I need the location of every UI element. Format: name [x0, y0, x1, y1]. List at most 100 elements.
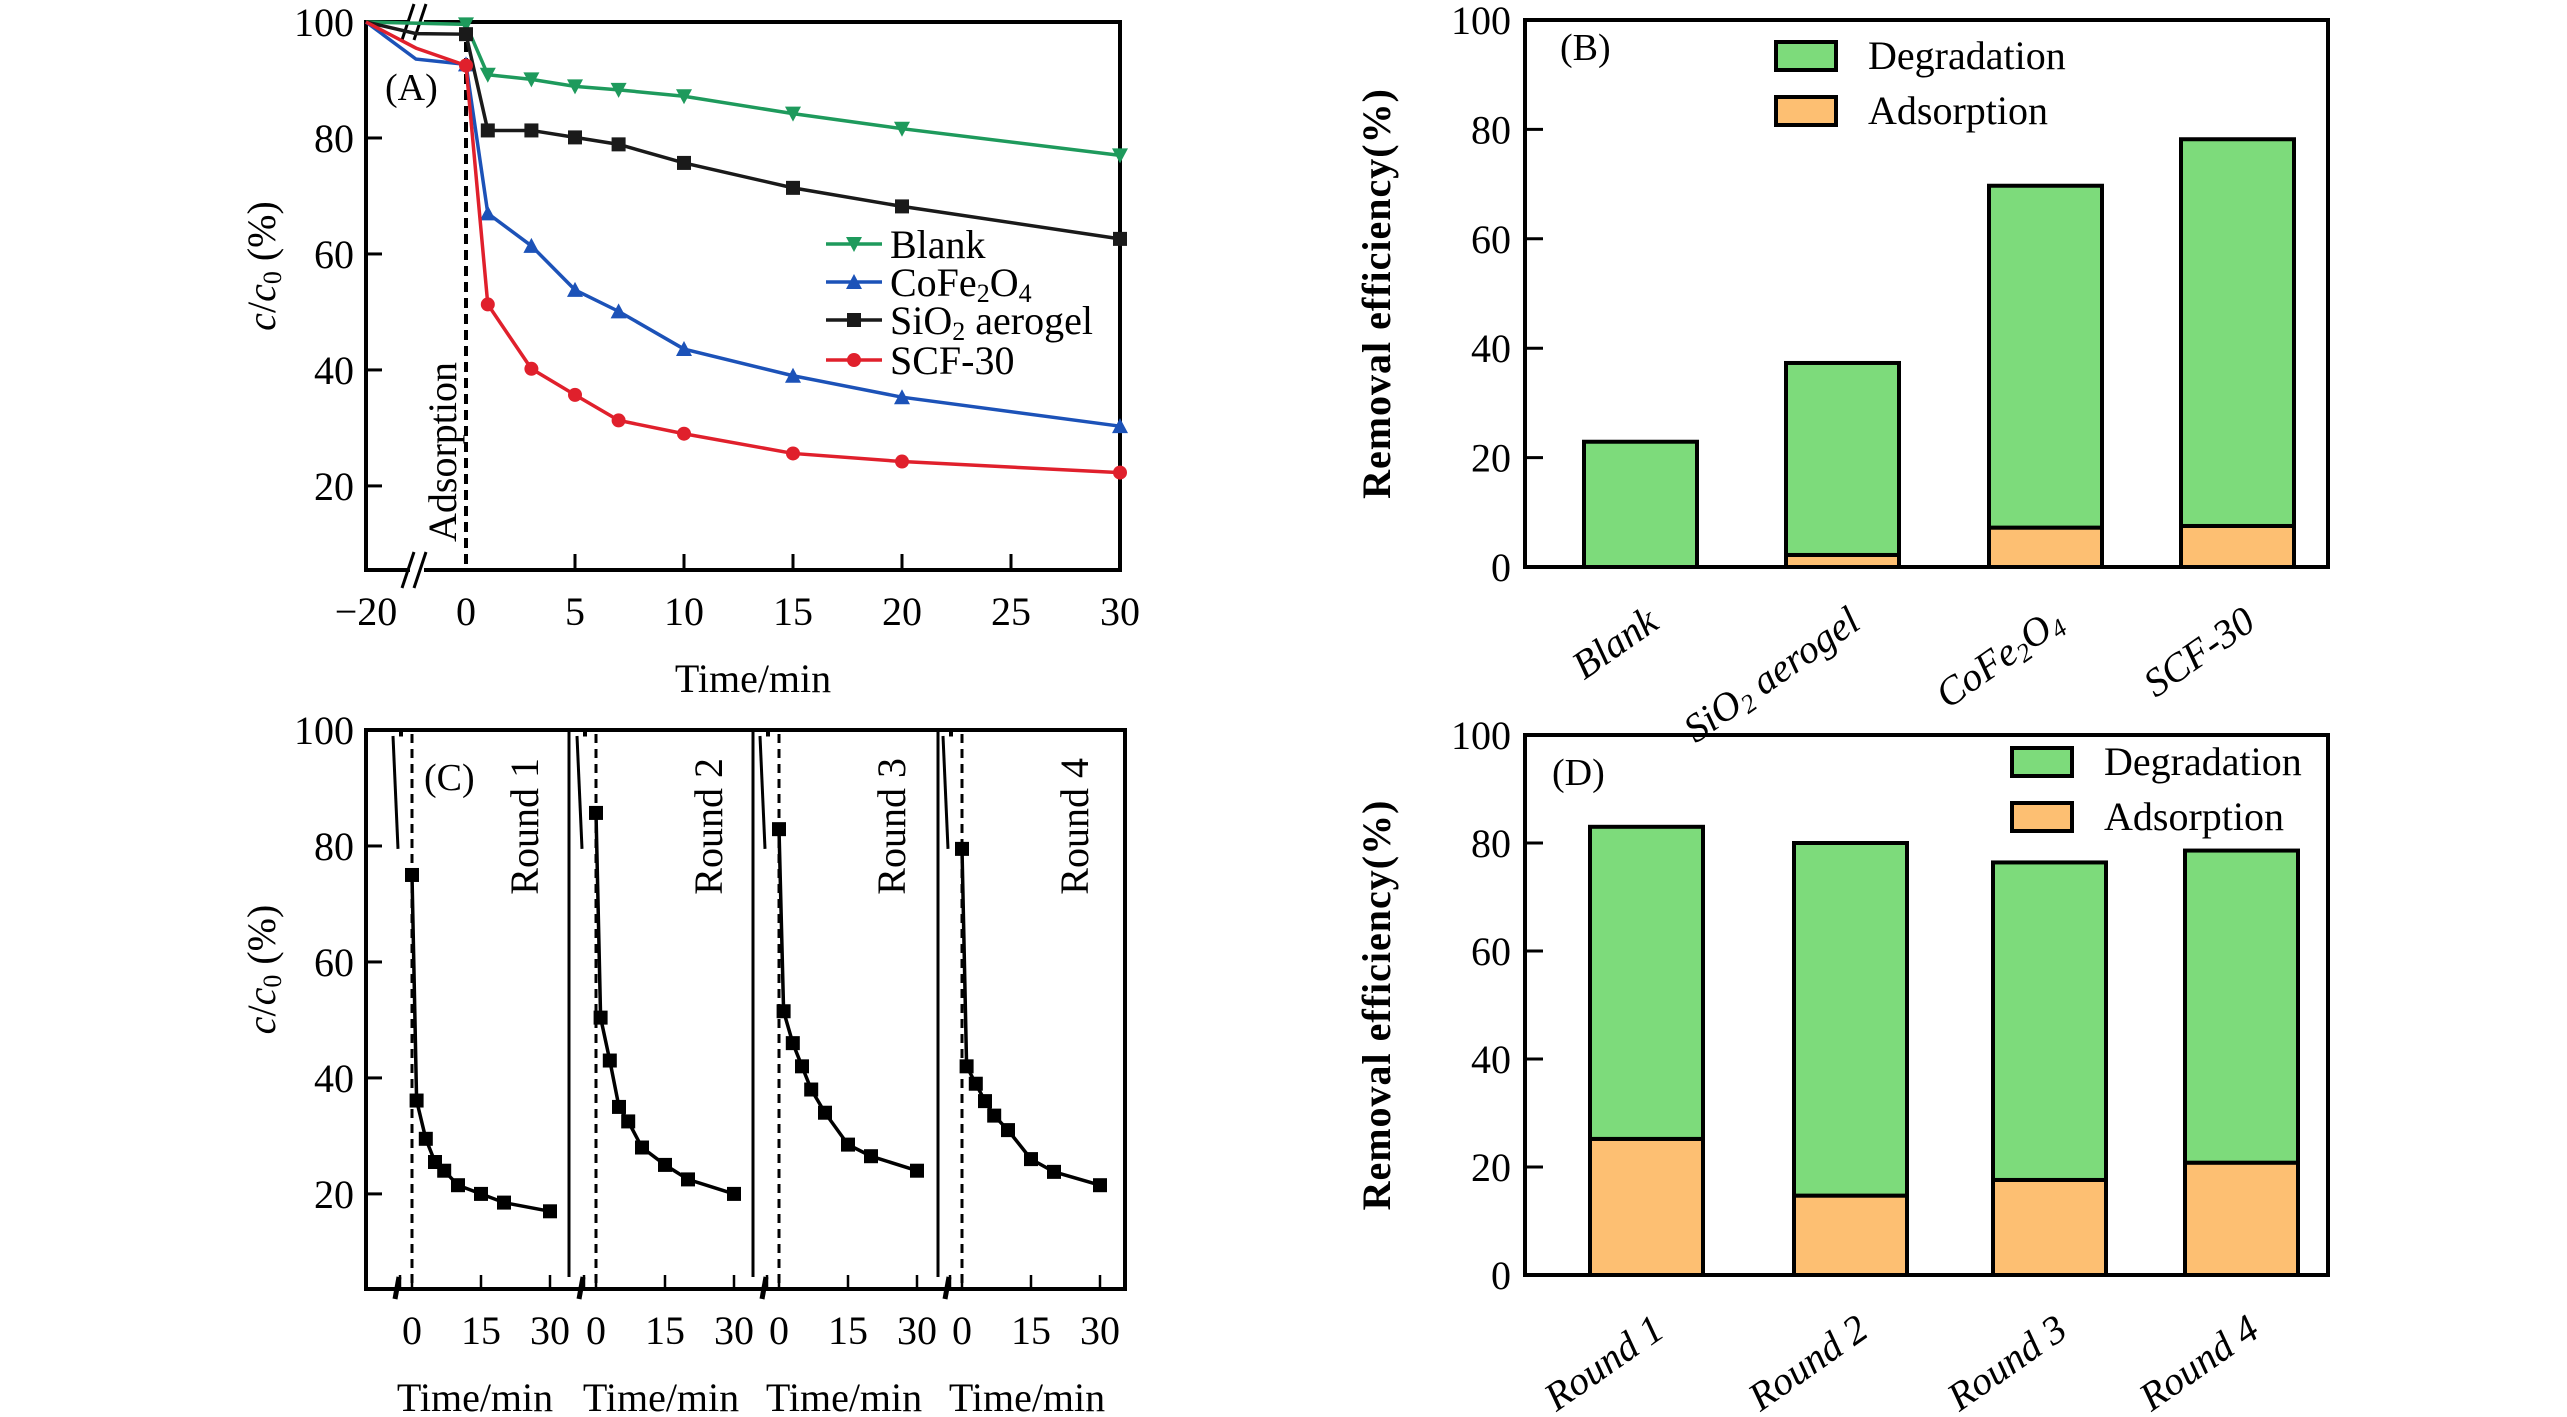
text-part: (%) [239, 905, 284, 975]
legend-label: Degradation [1868, 33, 2066, 78]
text-part: SCF-30 [2135, 598, 2263, 706]
text-part: aerogel [1735, 598, 1868, 710]
adsorption-segment [575, 735, 584, 849]
data-point [959, 1059, 974, 1074]
data-point [818, 1105, 832, 1120]
data-point [677, 426, 691, 441]
legend-label: SiO2 aerogel [890, 298, 1093, 346]
y-tick-label: 0 [1491, 545, 1511, 590]
legend-label: Blank [890, 222, 986, 267]
bar-adsorption [2183, 1160, 2300, 1278]
y-tick-label: 40 [1471, 326, 1511, 371]
y-tick-label: 100 [1451, 0, 1511, 43]
legend-swatch [2010, 746, 2074, 778]
round-4: 0 15 30 Round 4 Time/min [941, 731, 1120, 1417]
x-tick-label: 15 [773, 589, 813, 634]
data-point [1047, 1164, 1061, 1179]
text-part: Round 4 [2130, 1306, 2267, 1417]
text-part: Round 1 [1535, 1306, 1672, 1417]
text-part: c [239, 313, 284, 331]
y-axis-title: Removal efficiency(%) [1354, 800, 1399, 1211]
data-point [955, 841, 969, 856]
data-point [804, 1082, 819, 1097]
legend-marker [846, 274, 862, 289]
x-tick-label: 5 [565, 589, 585, 634]
data-point [785, 1036, 800, 1051]
text-part: Blank [1563, 597, 1666, 688]
adsorption-segment [941, 735, 950, 849]
x-tick-label: 0 [952, 1308, 972, 1353]
y-tick-label: 60 [314, 232, 354, 277]
data-point [610, 82, 627, 98]
panel-d: 0 20 40 60 80 100 Round 1 Round 2 Round 3 Round 4… [1354, 713, 2330, 1417]
x-tick-label: 30 [1080, 1308, 1120, 1353]
data-point [1001, 1123, 1015, 1138]
data-point [480, 297, 495, 312]
data-point [895, 454, 909, 469]
adsorption-segment [758, 735, 767, 849]
y-tick-label: 60 [314, 940, 354, 985]
panel-label: (A) [385, 67, 438, 109]
data-point [676, 89, 692, 105]
plot-frame [364, 728, 1127, 1291]
x-axis-title: Time/min [949, 1375, 1105, 1417]
legend-item: Degradation [1774, 33, 2066, 78]
text-part: CoFe [890, 260, 977, 305]
round-3: 0 15 30 Round 3 Time/min [758, 731, 937, 1417]
text-part: (%) [239, 201, 284, 271]
data-point [459, 58, 473, 73]
bar-degradation [2183, 848, 2300, 1165]
data-point [437, 1163, 452, 1178]
text-part: SCF-30 [890, 338, 1015, 383]
legend: Degradation Adsorption [1774, 33, 2066, 133]
legend-item: Degradation [2010, 739, 2302, 784]
x-tick-label: 15 [461, 1308, 501, 1353]
y-tick-label: 20 [314, 1172, 354, 1217]
data-point [451, 1178, 465, 1193]
y-axis-title: Removal efficiency(%) [1354, 88, 1399, 499]
bar-group [2183, 848, 2300, 1278]
data-point [1093, 1178, 1107, 1193]
round-label: Round 4 [1052, 758, 1097, 895]
legend-item: Blank [826, 222, 986, 267]
y-tick-label: 100 [1451, 713, 1511, 758]
legend-item: Adsorption [1774, 88, 2048, 133]
round-label: Round 3 [869, 758, 914, 895]
x-tick-label: 30 [1100, 589, 1140, 634]
data-point [523, 72, 540, 88]
x-tick-label: 20 [882, 589, 922, 634]
legend-swatch [1774, 95, 1838, 127]
series-line [960, 848, 1101, 1187]
x-tick-label: 15 [1011, 1308, 1051, 1353]
data-point [474, 1186, 488, 1201]
text-part: c [239, 1016, 284, 1034]
bar-degradation [1588, 824, 1705, 1141]
subscript: 0 [258, 271, 287, 284]
data-point [611, 137, 626, 152]
bar-degradation [1991, 860, 2108, 1182]
data-point [611, 413, 626, 428]
plot-frame [1523, 18, 2330, 569]
data-point [681, 1172, 695, 1187]
data-point [458, 17, 474, 33]
data-point [610, 303, 627, 319]
panel-label: (D) [1552, 752, 1605, 794]
round-label: Round 1 [502, 758, 547, 895]
data-point [1113, 465, 1127, 480]
bar-group [1588, 824, 1705, 1278]
series-blank [365, 17, 1128, 164]
data-point [1112, 148, 1128, 164]
text-part: Round 2 [1739, 1306, 1876, 1417]
data-point [524, 123, 539, 138]
legend-swatch [1774, 40, 1838, 72]
data-point [786, 180, 800, 195]
text-part: O [990, 260, 1019, 305]
data-point [727, 1186, 741, 1201]
x-tick-label: 10 [664, 589, 704, 634]
data-point [776, 1004, 791, 1019]
text-part: SiO [890, 298, 952, 343]
y-tick-label: 60 [1471, 929, 1511, 974]
x-tick-label: 0 [456, 589, 476, 634]
x-tick-label: 30 [714, 1308, 754, 1353]
panel-c: 20 40 60 80 100 0 15 30 Round 1 Time/min 0 15 30 Roun… [239, 708, 1127, 1417]
